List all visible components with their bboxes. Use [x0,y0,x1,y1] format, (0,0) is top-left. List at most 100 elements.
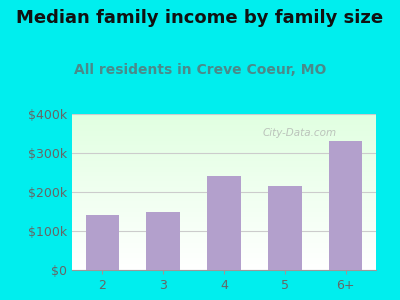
Bar [72,232,376,234]
Bar [72,167,376,169]
Bar [72,194,376,195]
Bar [72,154,376,156]
Bar [72,200,376,201]
Bar [72,257,376,259]
Bar [72,206,376,208]
Bar [72,147,376,148]
Bar [72,226,376,228]
Bar [72,239,376,240]
Text: Median family income by family size: Median family income by family size [16,9,384,27]
Bar [72,248,376,250]
Bar [72,265,376,267]
Bar [72,225,376,226]
Bar [72,197,376,198]
Bar [72,125,376,127]
Bar [72,159,376,161]
Bar [72,261,376,262]
Bar [72,208,376,209]
Bar [72,230,376,231]
Bar [72,175,376,176]
Bar [207,176,241,270]
Bar [72,244,376,245]
Bar [72,209,376,211]
Bar [72,170,376,172]
Bar [72,156,376,158]
Bar [72,222,376,223]
Bar [72,122,376,123]
Bar [72,186,376,187]
Bar [72,158,376,159]
Bar [72,142,376,144]
Bar [72,140,376,142]
Bar [72,189,376,190]
Bar [72,128,376,130]
Text: All residents in Creve Coeur, MO: All residents in Creve Coeur, MO [74,63,326,77]
Bar [72,119,376,120]
Bar [72,117,376,119]
Bar [72,195,376,197]
Bar [72,228,376,230]
Bar [72,148,376,150]
Bar [72,137,376,139]
Bar [72,178,376,179]
Bar [72,242,376,244]
Bar [72,173,376,175]
Bar [329,141,362,270]
Bar [72,153,376,154]
Bar [72,133,376,134]
Bar [72,198,376,200]
Bar [72,217,376,218]
Bar [72,152,376,153]
Bar [72,131,376,133]
Bar [72,231,376,232]
Bar [72,240,376,242]
Bar [72,259,376,261]
Bar [72,162,376,164]
Bar [72,120,376,122]
Bar [72,136,376,137]
Bar [72,114,376,116]
Bar [72,212,376,214]
Bar [72,201,376,203]
Bar [72,145,376,147]
Bar [72,253,376,254]
Bar [72,203,376,205]
Bar [72,211,376,212]
Bar [72,179,376,181]
Bar [72,214,376,215]
Bar [72,215,376,217]
Bar [72,268,376,270]
Bar [72,250,376,251]
Bar [86,215,119,270]
Bar [72,123,376,125]
Bar [72,166,376,167]
Bar [72,176,376,178]
Bar [72,234,376,236]
Bar [72,264,376,265]
Bar [72,223,376,225]
Bar [72,262,376,264]
Bar [72,205,376,206]
Bar [72,218,376,220]
Bar [72,247,376,248]
Bar [72,256,376,257]
Bar [72,236,376,237]
Bar [72,184,376,186]
Bar [72,220,376,222]
Bar [72,116,376,117]
Bar [72,127,376,128]
Bar [72,192,376,194]
Bar [268,186,302,270]
Bar [72,254,376,256]
Bar [146,212,180,270]
Bar [72,183,376,184]
Bar [72,187,376,189]
Bar [72,181,376,183]
Bar [72,267,376,268]
Bar [72,150,376,152]
Bar [72,169,376,170]
Bar [72,251,376,253]
Bar [72,144,376,145]
Bar [72,172,376,173]
Bar [72,139,376,140]
